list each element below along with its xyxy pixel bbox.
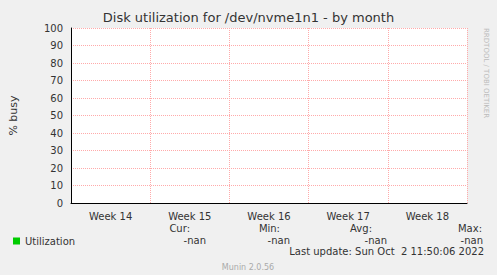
- svg-text:-nan: -nan: [268, 235, 290, 246]
- svg-text:70: 70: [50, 75, 63, 86]
- svg-text:100: 100: [44, 23, 63, 34]
- svg-text:Utilization: Utilization: [25, 236, 75, 247]
- svg-text:-nan: -nan: [184, 235, 206, 246]
- svg-text:Week 14: Week 14: [89, 211, 132, 222]
- svg-text:20: 20: [50, 163, 63, 174]
- svg-text:Week 15: Week 15: [168, 211, 211, 222]
- svg-text:RRDTOOL / TOBI OETIKER: RRDTOOL / TOBI OETIKER: [482, 28, 490, 118]
- svg-text:30: 30: [50, 145, 63, 156]
- svg-text:Week 18: Week 18: [406, 211, 449, 222]
- svg-text:-nan: -nan: [461, 235, 483, 246]
- svg-text:90: 90: [50, 40, 63, 51]
- svg-text:Cur:: Cur:: [169, 223, 190, 234]
- svg-text:40: 40: [50, 128, 63, 139]
- svg-text:Disk utilization for /dev/nvme: Disk utilization for /dev/nvme1n1 - by m…: [103, 10, 394, 25]
- svg-text:80: 80: [50, 58, 63, 69]
- svg-text:Avg:: Avg:: [350, 223, 372, 234]
- svg-text:10: 10: [50, 180, 63, 191]
- svg-text:Last update: Sun Oct 2 11:50:: Last update: Sun Oct 2 11:50:06 2022: [289, 246, 484, 257]
- svg-text:Min:: Min:: [259, 223, 280, 234]
- svg-text:0: 0: [57, 198, 63, 209]
- svg-text:% busy: % busy: [7, 95, 20, 136]
- svg-text:50: 50: [50, 110, 63, 121]
- svg-text:Munin 2.0.56: Munin 2.0.56: [222, 263, 274, 272]
- svg-text:Week 16: Week 16: [247, 211, 290, 222]
- svg-text:Week 17: Week 17: [327, 211, 370, 222]
- svg-text:Max:: Max:: [458, 223, 482, 234]
- svg-text:-nan: -nan: [365, 235, 387, 246]
- svg-text:60: 60: [50, 93, 63, 104]
